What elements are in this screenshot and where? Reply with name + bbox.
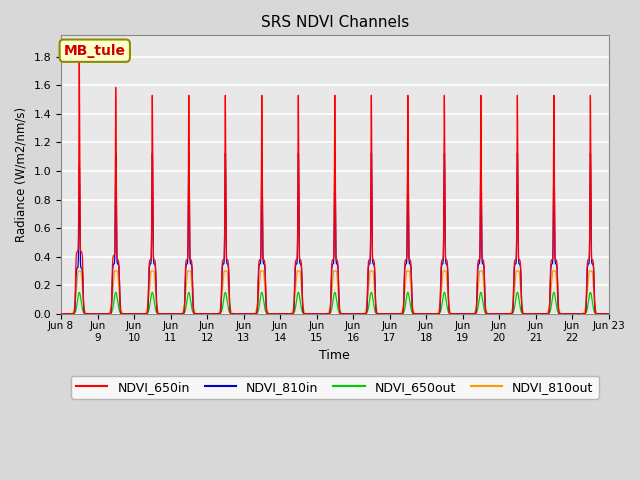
Title: SRS NDVI Channels: SRS NDVI Channels — [260, 15, 409, 30]
X-axis label: Time: Time — [319, 348, 350, 361]
Legend: NDVI_650in, NDVI_810in, NDVI_650out, NDVI_810out: NDVI_650in, NDVI_810in, NDVI_650out, NDV… — [71, 376, 598, 399]
Y-axis label: Radiance (W/m2/nm/s): Radiance (W/m2/nm/s) — [15, 107, 28, 242]
Text: MB_tule: MB_tule — [64, 44, 126, 58]
